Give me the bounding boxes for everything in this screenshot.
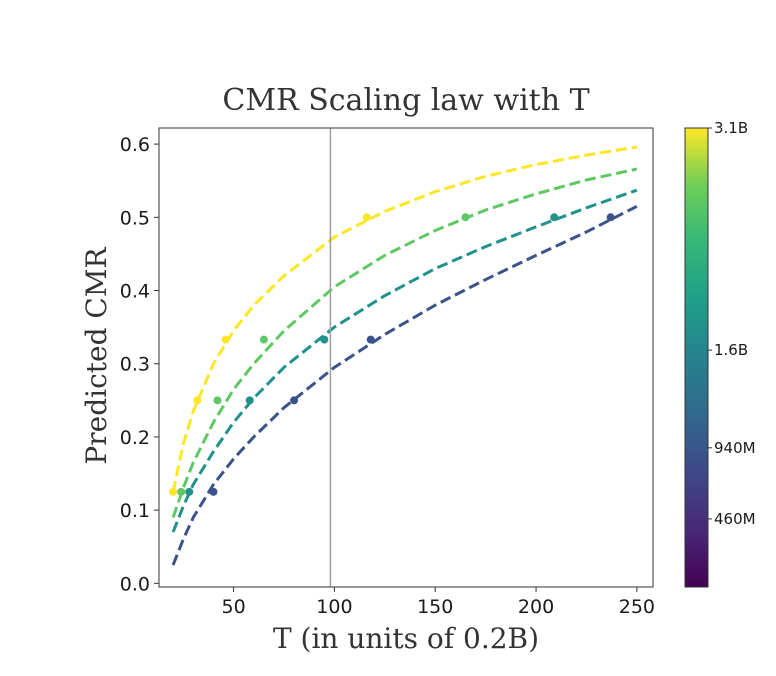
data-point-2-3	[259, 335, 268, 344]
data-point-2-1	[177, 487, 186, 496]
fit-curve-2	[171, 167, 638, 518]
x-tick-label: 100	[316, 596, 352, 618]
data-point-1-2	[193, 396, 202, 405]
x-axis-label: T (in units of 0.2B)	[273, 622, 539, 655]
y-axis-label: Predicted CMR	[80, 246, 113, 464]
x-tick-label: 200	[518, 596, 554, 618]
x-tick-label: 150	[417, 596, 453, 618]
x-tick-label: 250	[619, 596, 655, 618]
data-points	[169, 213, 615, 496]
data-point-1-4	[362, 213, 371, 222]
fit-curve-4	[171, 204, 638, 566]
colorbar	[684, 127, 709, 588]
x-axis-ticks: 50 100 150 200 250	[222, 587, 655, 618]
fit-curves	[171, 145, 638, 566]
fit-curve-3	[171, 188, 638, 533]
data-point-1-3	[221, 335, 230, 344]
x-tick-label: 50	[222, 596, 246, 618]
y-tick-label: 0.4	[120, 281, 150, 303]
data-point-3-4	[550, 213, 559, 222]
data-point-3-2	[245, 396, 254, 405]
chart-title: CMR Scaling law with T	[222, 83, 589, 118]
colorbar-ticks: 3.1B 1.6B 940M 460M	[708, 119, 756, 528]
y-tick-label: 0.5	[120, 207, 150, 229]
data-point-4-3	[366, 335, 375, 344]
data-point-1-1	[169, 487, 178, 496]
colorbar-tick-label: 460M	[714, 510, 756, 528]
data-point-4-1	[209, 487, 218, 496]
y-axis-ticks: 0.0 0.1 0.2 0.3 0.4 0.5 0.6	[120, 134, 159, 595]
y-tick-label: 0.1	[120, 500, 150, 522]
data-point-2-4	[461, 213, 470, 222]
plot-frame	[158, 127, 654, 588]
y-tick-label: 0.0	[120, 573, 150, 595]
data-point-4-4	[606, 213, 615, 222]
data-point-3-3	[320, 335, 329, 344]
y-tick-label: 0.3	[120, 354, 150, 376]
data-point-3-1	[185, 487, 194, 496]
data-point-4-2	[290, 396, 299, 405]
y-tick-label: 0.6	[120, 134, 150, 156]
colorbar-tick-label: 3.1B	[714, 119, 748, 137]
colorbar-tick-label: 1.6B	[714, 341, 748, 359]
data-point-2-2	[213, 396, 222, 405]
y-tick-label: 0.2	[120, 427, 150, 449]
colorbar-tick-label: 940M	[714, 439, 756, 457]
fit-curve-1	[171, 145, 638, 493]
